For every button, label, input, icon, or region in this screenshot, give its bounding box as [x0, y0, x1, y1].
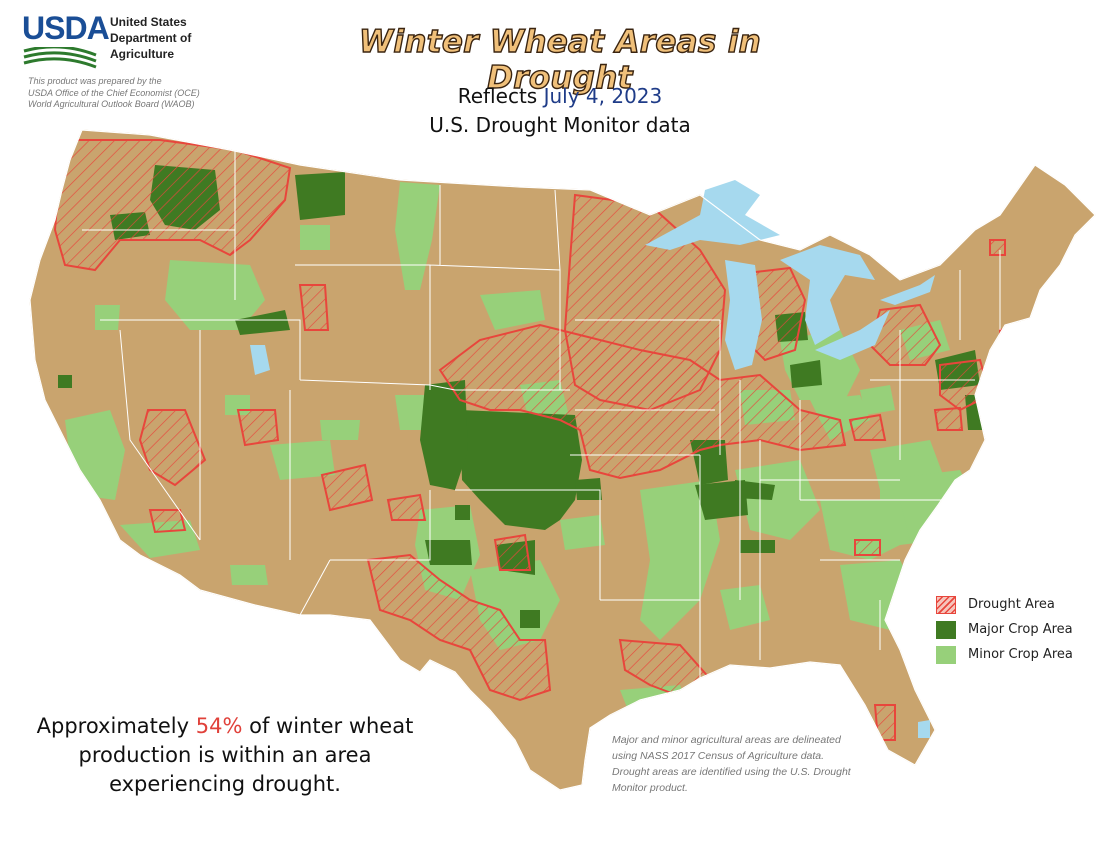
methodology-note: Major and minor agricultural areas are d…: [612, 734, 851, 794]
map-legend: Drought Area Major Crop Area Minor Crop …: [936, 592, 1106, 667]
usda-logo: USDA: [22, 10, 110, 69]
statement-prefix: Approximately: [36, 714, 190, 738]
drought-swatch-icon: [936, 595, 956, 614]
usda-logo-text: USDA: [22, 10, 110, 46]
legend-label: Major Crop Area: [968, 622, 1073, 637]
statement-percent: 54%: [195, 714, 243, 738]
prepared-line: USDA Office of the Chief Economist (OCE): [28, 87, 200, 98]
minor-crop-swatch-icon: [936, 645, 956, 664]
subtitle-line-2: U.S. Drought Monitor data: [429, 113, 691, 137]
legend-label: Minor Crop Area: [968, 647, 1073, 662]
state-borders: [82, 150, 1001, 690]
legend-item-major: Major Crop Area: [936, 617, 1106, 642]
legend-label: Drought Area: [968, 597, 1055, 612]
major-crop-swatch-icon: [936, 620, 956, 639]
subtitle-line-1: Reflects July 4, 2023: [350, 82, 770, 111]
us-drought-map: [29, 129, 1096, 791]
map-title: Winter Wheat Areas in Drought: [358, 23, 762, 96]
prepared-by-note: This product was prepared by the USDA Of…: [28, 76, 238, 111]
subtitle-date: July 4, 2023: [543, 84, 663, 108]
map-subtitle: Reflects July 4, 2023 U.S. Drought Monit…: [350, 82, 770, 140]
drought-areas: [53, 139, 1026, 741]
drought-statement: Approximately 54% of winter wheat produc…: [30, 712, 420, 799]
prepared-line: World Agricultural Outlook Board (WAOB): [28, 99, 195, 109]
department-line: United States: [110, 15, 187, 29]
department-line: Agriculture: [110, 47, 175, 61]
subtitle-prefix: Reflects: [457, 84, 538, 108]
department-name: United States Department of Agriculture: [110, 14, 240, 62]
prepared-line: This product was prepared by the: [28, 76, 162, 86]
legend-item-minor: Minor Crop Area: [936, 642, 1106, 667]
statement-suffix: of winter wheat production is within an …: [78, 714, 414, 796]
usda-logo-hills-icon: [23, 45, 97, 69]
department-line: Department of: [110, 31, 192, 45]
legend-item-drought: Drought Area: [936, 592, 1106, 617]
great-lakes: [250, 180, 935, 738]
